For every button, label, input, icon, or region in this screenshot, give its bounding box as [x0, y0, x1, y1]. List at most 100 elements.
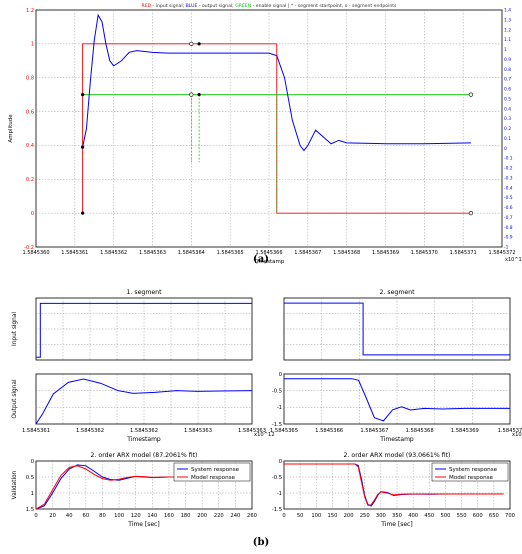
y-tick-label: 0	[279, 372, 282, 378]
y-tick-label: 1.4	[504, 8, 511, 14]
panel-a-signal-plot: RED - input signal; BLUE - output signal…	[8, 3, 522, 265]
x-tick-label: 400	[408, 513, 418, 519]
subplot-title: 1. segment	[126, 289, 162, 296]
y-axis-label: Input signal	[12, 312, 18, 346]
x-tick-label: 1.5845372	[488, 250, 515, 256]
legend-entry: Model response	[191, 475, 236, 481]
x-exponent-label: x10^12	[254, 432, 275, 438]
y-tick-label: 0.3	[504, 116, 511, 122]
x-tick-label: 140	[147, 513, 157, 519]
y-tick-label: 0.2	[504, 126, 511, 132]
x-tick-label: 1.5845368	[333, 250, 360, 256]
x-tick-label: 1.5845363	[184, 428, 212, 434]
y-tick-label: -1	[504, 245, 509, 251]
x-tick-label: 1.5845365	[217, 250, 244, 256]
segment-endpoint-marker	[189, 41, 194, 46]
output-signal-line	[82, 13, 471, 152]
y-tick-label: 0	[279, 459, 282, 465]
x-tick-label: 550	[457, 513, 467, 519]
y-tick-label: -0.1	[504, 156, 513, 162]
legend-entry: System response	[191, 467, 240, 473]
subplot-title: 2. order ARX model (93.0661% fit)	[344, 452, 451, 459]
x-tick-label: 0	[34, 513, 37, 519]
x-tick-label: 220	[214, 513, 224, 519]
signal-line	[35, 378, 253, 425]
x-tick-label: 1.5845365	[270, 428, 298, 434]
y-tick-label: -1	[277, 405, 282, 411]
y-tick-label: 0.4	[26, 143, 34, 149]
x-axis-label: Time [sec]	[380, 521, 412, 528]
y-tick-label: -0.8	[504, 225, 513, 231]
x-tick-label: 1.5845366	[255, 250, 282, 256]
x-tick-label: 1.584537	[498, 428, 522, 434]
x-tick-label: 1.5845362	[130, 428, 158, 434]
x-tick-label: 250	[360, 513, 370, 519]
figure-label-a: (a)	[253, 254, 269, 265]
x-tick-label: 240	[230, 513, 240, 519]
x-tick-label: 100	[311, 513, 321, 519]
y-tick-label: 1.1	[504, 37, 511, 43]
y-tick-label: 0.2	[26, 177, 34, 183]
chart-title-part: - input signal;	[151, 3, 185, 9]
y-tick-label: 0.4	[504, 106, 511, 112]
y-tick-label: -0.5	[504, 195, 513, 201]
x-tick-label: 0	[282, 513, 285, 519]
y-tick-label: 0.8	[504, 67, 511, 73]
y-tick-label: 0.6	[504, 87, 511, 93]
legend-box	[431, 462, 509, 482]
y-tick-label: 1.5	[26, 507, 34, 513]
chart-title-part: - enable signal | * - segment startpoint…	[251, 3, 397, 9]
segment-startpoint-marker	[197, 93, 201, 97]
x-tick-label: 260	[247, 513, 257, 519]
segment2-input-plot: 2. segment	[283, 289, 511, 361]
chart-title: RED - input signal; BLUE - output signal…	[142, 3, 397, 9]
y-tick-label: -0.2	[504, 166, 513, 172]
y-tick-label: 0.1	[504, 136, 511, 142]
y-tick-label: -0.3	[504, 175, 513, 181]
y-tick-label: -1	[277, 491, 282, 497]
x-exponent-label: x10^12	[512, 432, 522, 438]
y-tick-label: -0.5	[272, 388, 282, 394]
y-axis-label: Output signal	[12, 379, 18, 419]
x-tick-label: 450	[424, 513, 434, 519]
segment-startpoint-marker	[197, 42, 201, 46]
y-tick-label: 0	[504, 146, 507, 152]
y-tick-label: 0	[31, 211, 34, 217]
x-axis-label: Timestamp	[253, 259, 285, 265]
x-tick-label: 300	[376, 513, 386, 519]
chart-title-part: BLUE	[186, 3, 198, 9]
y-tick-label: 1.3	[504, 17, 511, 23]
signal-line	[284, 378, 510, 422]
x-tick-label: 160	[164, 513, 174, 519]
y-tick-label: -0.6	[504, 205, 513, 211]
x-axis-label: Timestamp	[379, 436, 414, 443]
y-tick-label: -1.5	[272, 422, 282, 428]
y-tick-label: 1.2	[26, 8, 34, 14]
segment1-validation-plot: 2. order ARX model (87.2061% fit) Validat…	[12, 452, 257, 528]
y-tick-label: -0.9	[504, 235, 513, 241]
y-tick-label: 0.7	[504, 77, 511, 83]
x-tick-label: 1.5845362	[100, 250, 127, 256]
segment1-input-plot: 1. segment Input signal	[12, 289, 253, 361]
segment-startpoint-marker	[81, 93, 85, 97]
x-tick-label: 1.5845369	[451, 428, 479, 434]
x-tick-label: 1.5845371	[450, 250, 477, 256]
x-tick-label: 650	[489, 513, 499, 519]
x-tick-label: 40	[66, 513, 73, 519]
segment-endpoint-marker	[189, 92, 194, 97]
segment-startpoint-marker	[81, 145, 85, 149]
y-tick-label: -0.4	[504, 185, 513, 191]
x-axis-label: Timestamp	[126, 436, 161, 443]
legend-entry: System response	[449, 467, 498, 473]
x-tick-label: 1.5845369	[372, 250, 399, 256]
x-tick-label: 700	[505, 513, 515, 519]
x-tick-label: 180	[181, 513, 191, 519]
legend-box	[173, 462, 251, 482]
x-tick-label: 60	[83, 513, 90, 519]
figure-label-b: (b)	[253, 537, 269, 548]
y-tick-label: 1.2	[504, 27, 511, 33]
x-axis-label: Time [sec]	[127, 521, 159, 528]
y-tick-label: -1.5	[272, 507, 282, 513]
segment-endpoint-marker	[468, 211, 474, 216]
